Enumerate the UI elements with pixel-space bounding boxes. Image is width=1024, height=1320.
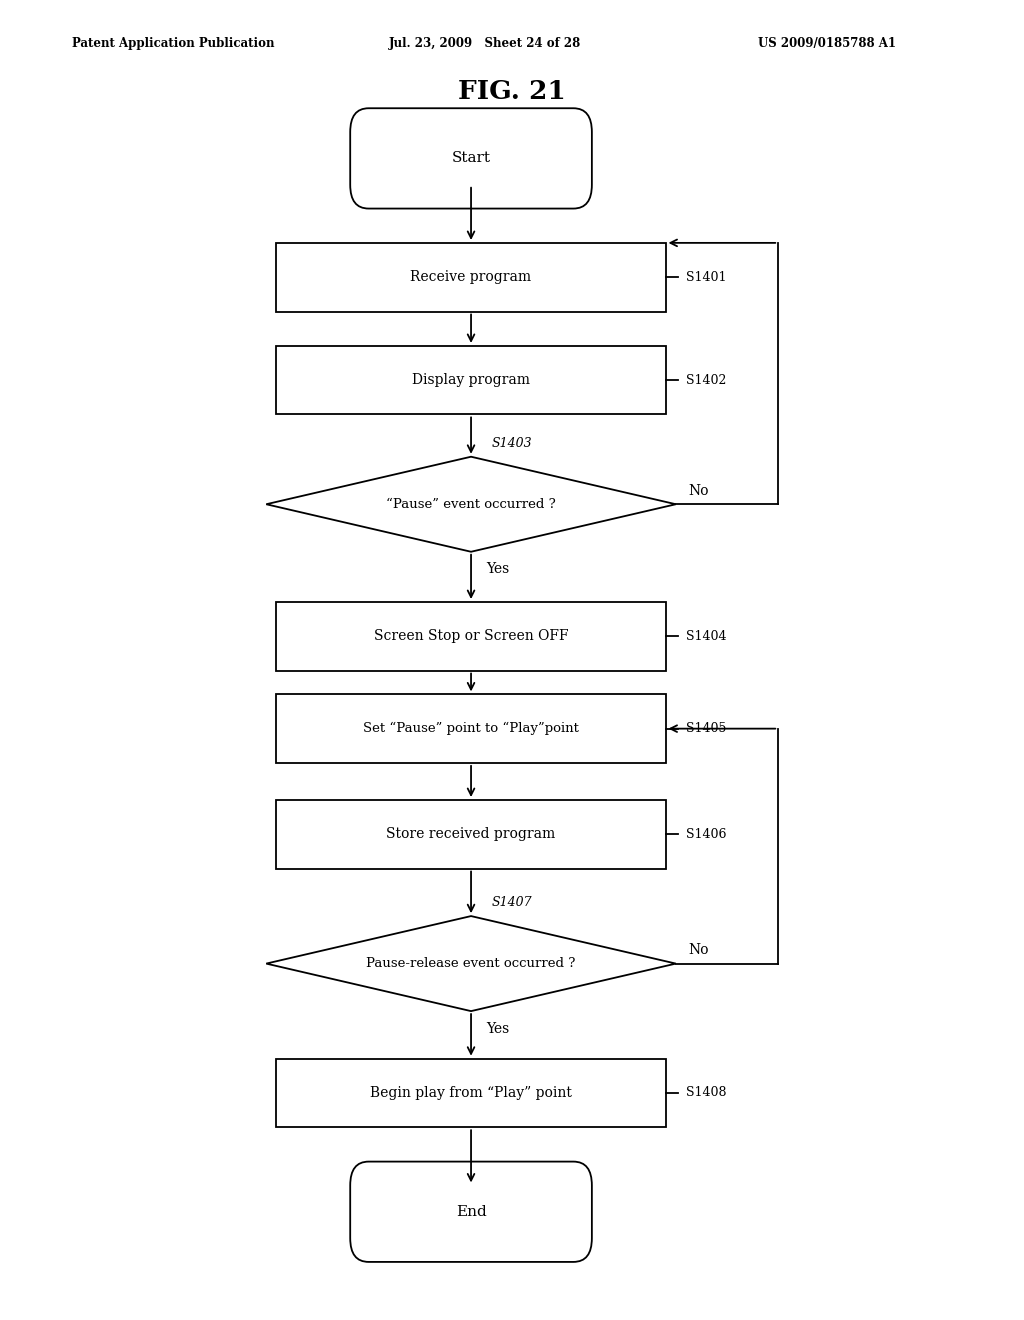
Polygon shape bbox=[266, 916, 676, 1011]
Text: Jul. 23, 2009   Sheet 24 of 28: Jul. 23, 2009 Sheet 24 of 28 bbox=[389, 37, 582, 50]
Text: S1408: S1408 bbox=[686, 1086, 727, 1100]
Text: Screen Stop or Screen OFF: Screen Stop or Screen OFF bbox=[374, 630, 568, 643]
Bar bbox=[276, 243, 666, 312]
Text: S1404: S1404 bbox=[686, 630, 727, 643]
Text: S1407: S1407 bbox=[492, 896, 532, 909]
Polygon shape bbox=[266, 457, 676, 552]
FancyBboxPatch shape bbox=[350, 1162, 592, 1262]
Bar bbox=[276, 602, 666, 671]
Text: S1406: S1406 bbox=[686, 828, 727, 841]
Text: Pause-release event occurred ?: Pause-release event occurred ? bbox=[367, 957, 575, 970]
Text: US 2009/0185788 A1: US 2009/0185788 A1 bbox=[758, 37, 896, 50]
Text: End: End bbox=[456, 1205, 486, 1218]
Text: Store received program: Store received program bbox=[386, 828, 556, 841]
Text: S1405: S1405 bbox=[686, 722, 726, 735]
Bar bbox=[276, 1059, 666, 1127]
FancyBboxPatch shape bbox=[350, 108, 592, 209]
Text: No: No bbox=[688, 484, 709, 498]
Text: FIG. 21: FIG. 21 bbox=[458, 79, 566, 104]
Text: Yes: Yes bbox=[486, 562, 510, 577]
Text: Begin play from “Play” point: Begin play from “Play” point bbox=[370, 1086, 572, 1100]
Bar bbox=[276, 800, 666, 869]
Bar bbox=[276, 694, 666, 763]
Bar bbox=[276, 346, 666, 414]
Text: Receive program: Receive program bbox=[411, 271, 531, 284]
Text: No: No bbox=[688, 944, 709, 957]
Text: Set “Pause” point to “Play”point: Set “Pause” point to “Play”point bbox=[364, 722, 579, 735]
Text: S1401: S1401 bbox=[686, 271, 727, 284]
Text: “Pause” event occurred ?: “Pause” event occurred ? bbox=[386, 498, 556, 511]
Text: Yes: Yes bbox=[486, 1022, 510, 1036]
Text: S1402: S1402 bbox=[686, 374, 726, 387]
Text: Start: Start bbox=[452, 152, 490, 165]
Text: S1403: S1403 bbox=[492, 437, 532, 450]
Text: Display program: Display program bbox=[412, 374, 530, 387]
Text: Patent Application Publication: Patent Application Publication bbox=[72, 37, 274, 50]
